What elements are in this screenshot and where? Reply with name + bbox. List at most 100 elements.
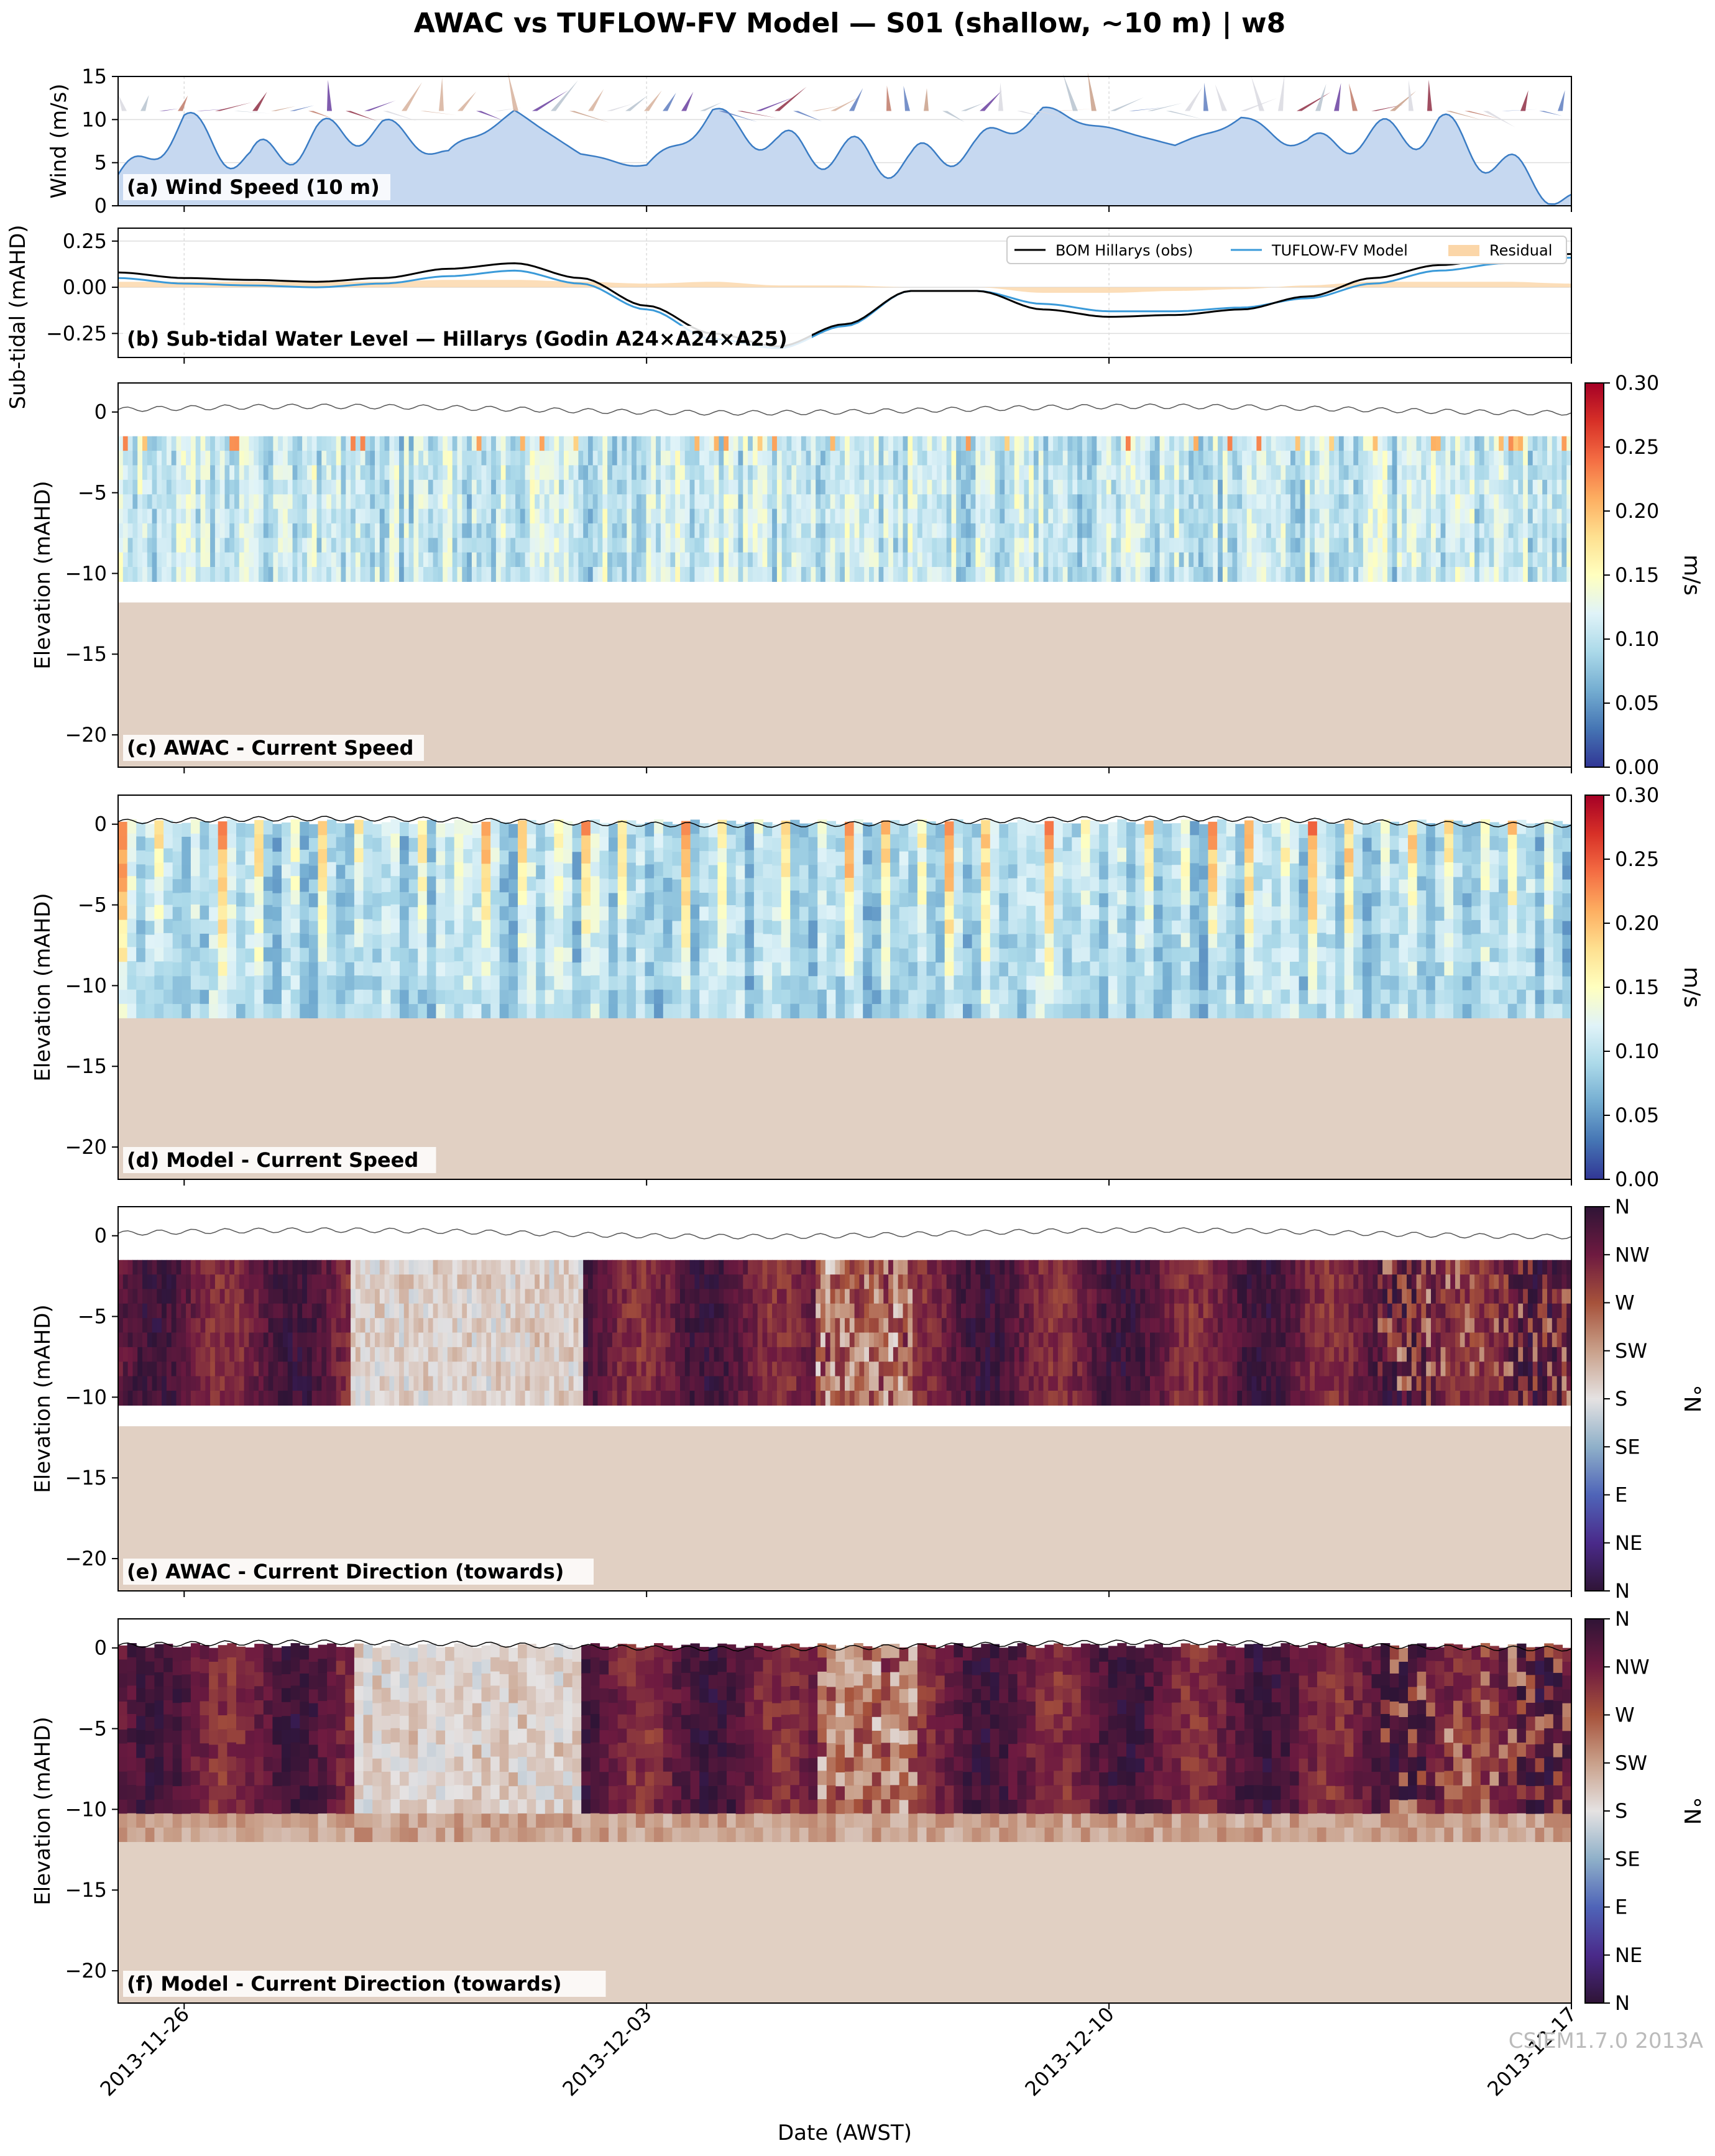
heatmap-cell xyxy=(433,552,438,568)
heatmap-cell xyxy=(853,947,863,962)
heatmap-cell xyxy=(776,552,783,568)
heatmap-cell xyxy=(1226,976,1236,990)
heatmap-cell xyxy=(1126,962,1136,977)
heatmap-cell xyxy=(681,905,691,920)
heatmap-cell xyxy=(890,933,900,948)
heatmap-cell xyxy=(1542,523,1548,538)
heatmap-cell xyxy=(1029,451,1034,466)
heatmap-cell xyxy=(408,921,418,936)
heatmap-cell xyxy=(1300,494,1305,510)
heatmap-cell xyxy=(1421,451,1427,466)
heatmap-cell xyxy=(408,451,414,466)
heatmap-cell xyxy=(443,479,448,495)
heatmap-cell xyxy=(781,509,788,524)
heatmap-cell xyxy=(1008,990,1018,1005)
heatmap-cell xyxy=(1121,509,1126,524)
heatmap-cell xyxy=(641,567,647,582)
heatmap-cell xyxy=(287,538,293,553)
heatmap-cell xyxy=(757,451,763,466)
heatmap-cell xyxy=(990,877,1000,891)
heatmap-cell xyxy=(1154,552,1161,568)
heatmap-cell xyxy=(229,567,235,582)
heatmap-cell xyxy=(163,848,173,863)
heatmap-cell xyxy=(607,567,613,582)
heatmap-cell xyxy=(331,523,337,538)
heatmap-cell xyxy=(282,864,292,879)
heatmap-cell xyxy=(1101,509,1107,524)
heatmap-cell xyxy=(1144,990,1154,1005)
heatmap-cell xyxy=(617,552,623,568)
heatmap-cell xyxy=(963,822,973,837)
heatmap-cell xyxy=(462,494,467,510)
heatmap-cell xyxy=(908,567,913,582)
heatmap-cell xyxy=(990,820,1000,835)
heatmap-cell xyxy=(733,567,739,582)
heatmap-cell xyxy=(234,479,240,495)
heatmap-cell xyxy=(1203,465,1209,481)
heatmap-cell xyxy=(259,451,264,466)
heatmap-cell xyxy=(1353,567,1359,582)
heatmap-cell xyxy=(1222,451,1228,466)
heatmap-cell xyxy=(1363,509,1369,524)
heatmap-cell xyxy=(554,847,564,863)
heatmap-cell xyxy=(1431,465,1437,481)
heatmap-cell xyxy=(520,567,526,582)
heatmap-cell xyxy=(1117,862,1127,877)
heatmap-cell xyxy=(462,465,467,481)
heatmap-cell xyxy=(796,494,802,510)
heatmap-cell xyxy=(635,824,646,839)
heatmap-cell xyxy=(1057,479,1064,495)
heatmap-cell xyxy=(166,523,172,538)
heatmap-cell xyxy=(636,494,642,510)
heatmap-cell xyxy=(999,824,1009,839)
heatmap-cell xyxy=(888,538,894,553)
heatmap-cell xyxy=(1281,509,1286,524)
heatmap-cell xyxy=(1019,451,1024,466)
heatmap-cell xyxy=(254,523,259,538)
heatmap-cell xyxy=(738,451,743,466)
heatmap-cell xyxy=(136,948,146,963)
heatmap-cell xyxy=(660,552,666,568)
heatmap-cell xyxy=(379,523,385,538)
heatmap-cell xyxy=(1494,523,1499,538)
heatmap-cell xyxy=(791,479,797,495)
heatmap-cell xyxy=(612,509,618,524)
heatmap-cell xyxy=(1227,494,1233,510)
heatmap-cell xyxy=(379,479,385,495)
heatmap-cell xyxy=(622,436,627,451)
heatmap-cell xyxy=(1455,479,1461,495)
heatmap-cell xyxy=(390,904,400,919)
heatmap-cell xyxy=(1319,494,1325,510)
heatmap-cell xyxy=(981,961,991,976)
heatmap-cell xyxy=(1090,877,1100,891)
heatmap-cell xyxy=(1117,1003,1127,1018)
heatmap-cell xyxy=(1126,822,1136,837)
heatmap-cell xyxy=(182,990,191,1005)
heatmap-cell xyxy=(609,948,618,963)
heatmap-cell xyxy=(908,850,918,865)
heatmap-cell xyxy=(757,436,763,451)
heatmap-cell xyxy=(254,479,259,495)
heatmap-cell xyxy=(757,538,763,553)
wind-arrow xyxy=(942,111,965,122)
heatmap-cell xyxy=(1072,906,1082,921)
heatmap-cell xyxy=(956,523,962,538)
heatmap-cell xyxy=(767,523,773,538)
heatmap-cell xyxy=(554,975,564,990)
heatmap-cell xyxy=(1271,538,1277,553)
heatmap-cell xyxy=(890,961,900,976)
heatmap-cell xyxy=(1271,494,1277,510)
heatmap-cell xyxy=(563,947,573,962)
heatmap-cell xyxy=(423,552,429,568)
heatmap-cell xyxy=(871,934,881,949)
heatmap-cell xyxy=(790,834,800,849)
heatmap-cell xyxy=(808,920,818,935)
heatmap-cell xyxy=(457,451,462,466)
heatmap-cell xyxy=(1190,863,1200,878)
heatmap-cell xyxy=(345,879,355,893)
heatmap-cell xyxy=(1111,479,1116,495)
heatmap-cell xyxy=(1087,451,1093,466)
heatmap-cell xyxy=(1295,479,1301,495)
heatmap-cell xyxy=(209,976,219,991)
heatmap-cell xyxy=(1172,837,1182,852)
